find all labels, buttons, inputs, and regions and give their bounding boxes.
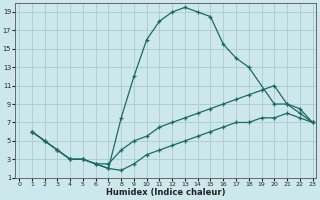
X-axis label: Humidex (Indice chaleur): Humidex (Indice chaleur) xyxy=(106,188,226,197)
